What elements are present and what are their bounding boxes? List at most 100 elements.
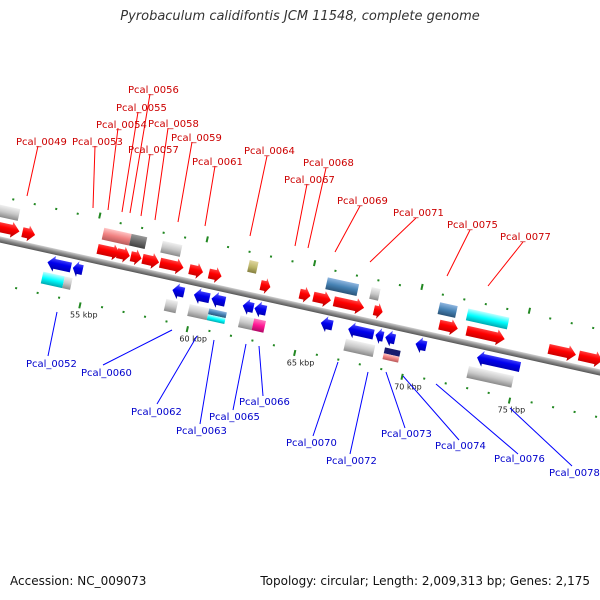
gene-label[interactable]: Pcal_0064 bbox=[244, 146, 295, 157]
gene-arrow[interactable] bbox=[158, 255, 185, 276]
gene-arrow[interactable] bbox=[253, 300, 268, 318]
gene-arrow[interactable] bbox=[547, 341, 578, 363]
gene-label[interactable]: Pcal_0070 bbox=[286, 438, 337, 449]
gene-box[interactable] bbox=[208, 308, 227, 319]
scale-dot bbox=[143, 315, 147, 318]
gene-arrow[interactable] bbox=[414, 336, 428, 354]
scale-dot bbox=[315, 353, 319, 356]
gene-arrow[interactable] bbox=[577, 348, 600, 369]
gene-box[interactable] bbox=[206, 314, 226, 325]
gene-box[interactable] bbox=[343, 338, 376, 357]
gene-label[interactable]: Pcal_0077 bbox=[500, 232, 551, 243]
gene-label[interactable]: Pcal_0066 bbox=[239, 397, 290, 408]
genome-backbone bbox=[0, 231, 600, 381]
gene-arrow[interactable] bbox=[141, 251, 161, 270]
scale-dot bbox=[251, 339, 254, 342]
gene-label[interactable]: Pcal_0074 bbox=[435, 441, 486, 452]
scale-dot bbox=[591, 326, 595, 330]
gene-box[interactable] bbox=[129, 233, 148, 250]
gene-box[interactable] bbox=[62, 276, 73, 290]
gene-arrow[interactable] bbox=[96, 241, 122, 262]
gene-arrow[interactable] bbox=[332, 293, 366, 315]
gene-label[interactable]: Pcal_0068 bbox=[303, 158, 354, 169]
gene-arrow[interactable] bbox=[210, 291, 227, 310]
gene-label[interactable]: Pcal_0072 bbox=[326, 456, 377, 467]
scale-label: 65 kbp bbox=[287, 359, 315, 368]
gene-arrow[interactable] bbox=[465, 323, 507, 347]
scale-major-tick bbox=[420, 283, 424, 291]
gene-label[interactable]: Pcal_0078 bbox=[549, 468, 600, 479]
gene-label[interactable]: Pcal_0075 bbox=[447, 220, 498, 231]
gene-label[interactable]: Pcal_0052 bbox=[26, 359, 77, 370]
gene-box[interactable] bbox=[237, 315, 255, 331]
gene-arrow[interactable] bbox=[298, 286, 312, 304]
scale-dot bbox=[487, 391, 490, 395]
gene-box[interactable] bbox=[466, 366, 514, 388]
gene-box[interactable] bbox=[325, 277, 360, 296]
gene-box[interactable] bbox=[251, 318, 266, 333]
gene-box[interactable] bbox=[465, 308, 510, 330]
gene-label[interactable]: Pcal_0063 bbox=[176, 426, 227, 437]
gene-label[interactable]: Pcal_0065 bbox=[209, 412, 260, 423]
leader-line bbox=[26, 145, 39, 197]
gene-box[interactable] bbox=[40, 271, 65, 289]
gene-arrow[interactable] bbox=[188, 261, 205, 280]
gene-label[interactable]: Pcal_0058 bbox=[148, 119, 199, 130]
gene-arrow[interactable] bbox=[129, 248, 143, 266]
gene-box[interactable] bbox=[0, 203, 21, 221]
gene-box[interactable] bbox=[163, 298, 179, 314]
gene-arrow[interactable] bbox=[475, 350, 522, 375]
gene-arrow[interactable] bbox=[374, 327, 385, 344]
gene-label[interactable]: Pcal_0053 bbox=[72, 137, 123, 148]
gene-label[interactable]: Pcal_0062 bbox=[131, 407, 182, 418]
gene-box[interactable] bbox=[247, 260, 259, 274]
gene-arrow[interactable] bbox=[241, 298, 255, 316]
gene-label[interactable]: Pcal_0069 bbox=[337, 196, 388, 207]
gene-arrow[interactable] bbox=[71, 260, 84, 278]
scale-dot bbox=[248, 250, 251, 253]
gene-label[interactable]: Pcal_0067 bbox=[284, 175, 335, 186]
gene-arrow[interactable] bbox=[319, 315, 334, 333]
gene-label[interactable]: Pcal_0049 bbox=[16, 137, 67, 148]
gene-arrow[interactable] bbox=[46, 254, 73, 275]
scale-dot bbox=[549, 317, 552, 320]
leader-line bbox=[129, 93, 151, 214]
scale-dot bbox=[334, 269, 337, 273]
gene-arrow[interactable] bbox=[171, 282, 186, 300]
gene-arrow[interactable] bbox=[192, 287, 211, 306]
gene-arrow[interactable] bbox=[115, 245, 131, 263]
leader-line bbox=[156, 335, 198, 405]
gene-label[interactable]: Pcal_0059 bbox=[171, 133, 222, 144]
gene-arrow[interactable] bbox=[312, 289, 333, 309]
gene-box[interactable] bbox=[382, 353, 400, 363]
gene-label[interactable]: Pcal_0060 bbox=[81, 368, 132, 379]
gene-arrow[interactable] bbox=[21, 224, 37, 242]
gene-label[interactable]: Pcal_0054 bbox=[96, 120, 147, 131]
scale-dot bbox=[36, 291, 39, 295]
gene-arrow[interactable] bbox=[207, 266, 223, 284]
gene-label[interactable]: Pcal_0073 bbox=[381, 429, 432, 440]
gene-box[interactable] bbox=[101, 227, 132, 246]
gene-label[interactable]: Pcal_0061 bbox=[192, 157, 243, 168]
gene-box[interactable] bbox=[369, 287, 381, 301]
leader-line bbox=[312, 361, 339, 437]
gene-box[interactable] bbox=[160, 240, 183, 257]
gene-arrow[interactable] bbox=[0, 218, 21, 240]
gene-label[interactable]: Pcal_0057 bbox=[128, 145, 179, 156]
gene-arrow[interactable] bbox=[259, 277, 272, 295]
gene-box[interactable] bbox=[437, 302, 458, 318]
gene-box[interactable] bbox=[383, 347, 401, 357]
scale-label: 60 kbp bbox=[179, 335, 207, 344]
gene-arrow[interactable] bbox=[384, 329, 397, 347]
gene-arrow[interactable] bbox=[372, 302, 384, 320]
gene-label[interactable]: Pcal_0055 bbox=[116, 103, 167, 114]
gene-label[interactable]: Pcal_0076 bbox=[494, 454, 545, 465]
scale-dot bbox=[377, 279, 380, 282]
scale-dot bbox=[506, 307, 509, 311]
gene-box[interactable] bbox=[187, 304, 210, 321]
gene-arrow[interactable] bbox=[346, 321, 375, 342]
gene-arrow[interactable] bbox=[438, 317, 460, 337]
gene-label[interactable]: Pcal_0056 bbox=[128, 85, 179, 96]
gene-label[interactable]: Pcal_0071 bbox=[393, 208, 444, 219]
